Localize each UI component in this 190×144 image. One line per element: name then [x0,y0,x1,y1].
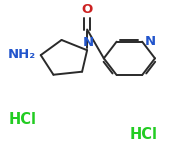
Text: HCl: HCl [129,127,157,142]
Text: NH₂: NH₂ [8,48,36,61]
Text: N: N [144,35,156,48]
Text: O: O [82,3,93,16]
Text: HCl: HCl [8,112,36,127]
Text: N: N [82,36,94,49]
